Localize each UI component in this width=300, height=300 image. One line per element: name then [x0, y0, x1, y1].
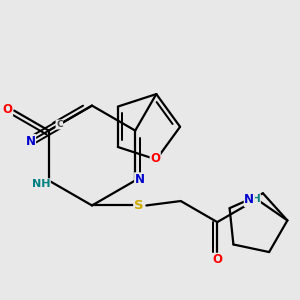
Text: C: C [56, 120, 63, 129]
Text: NH: NH [32, 179, 50, 189]
Text: O: O [2, 103, 13, 116]
Text: O: O [150, 152, 160, 165]
Text: N: N [135, 173, 145, 186]
Text: N: N [244, 194, 254, 206]
Text: O: O [212, 253, 222, 266]
Text: S: S [134, 199, 143, 212]
Text: H: H [252, 194, 260, 204]
Text: N: N [26, 135, 35, 148]
